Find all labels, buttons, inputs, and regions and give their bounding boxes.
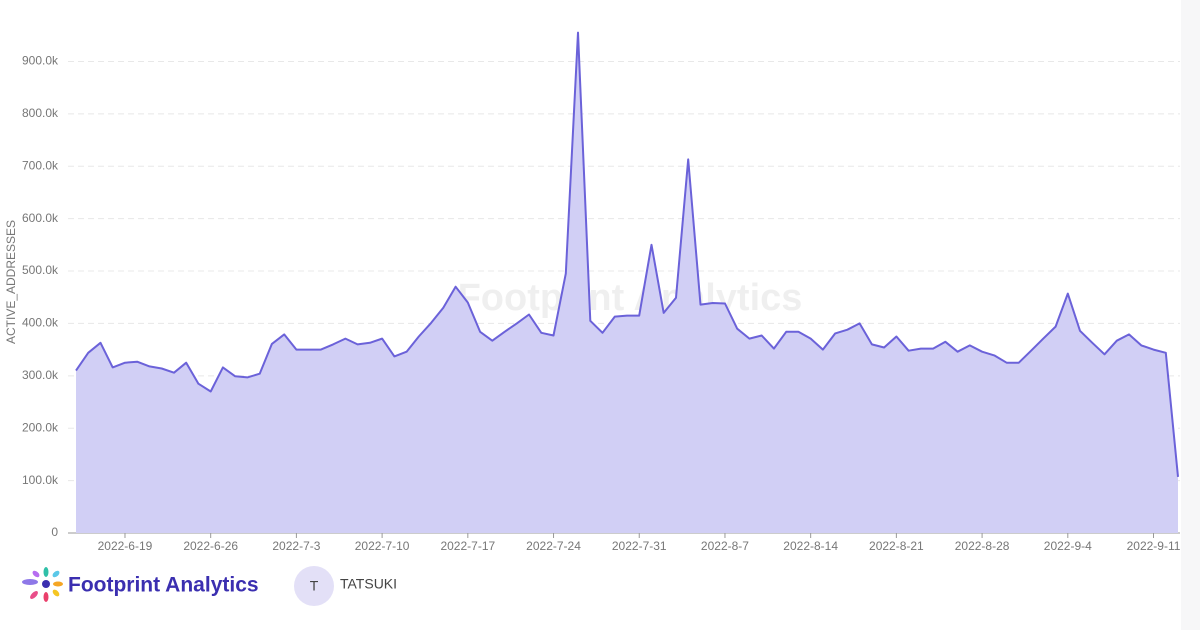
y-tick-label: 800.0k — [22, 106, 59, 120]
x-tick-label: 2022-7-3 — [272, 539, 320, 553]
y-axis-label: ACTIVE_ADDRESSES — [4, 220, 18, 344]
y-tick-label: 100.0k — [22, 473, 59, 487]
x-tick-label: 2022-9-4 — [1044, 539, 1092, 553]
y-tick-label: 500.0k — [22, 263, 59, 277]
x-tick-label: 2022-7-31 — [612, 539, 667, 553]
x-tick-label: 2022-7-24 — [526, 539, 581, 553]
y-tick-label: 900.0k — [22, 54, 59, 68]
x-tick-label: 2022-8-14 — [783, 539, 838, 553]
scrollbar-track — [1181, 0, 1200, 630]
watermark: Footprint Analytics — [458, 277, 803, 319]
avatar — [294, 566, 334, 606]
y-tick-label: 700.0k — [22, 158, 59, 172]
user-name: TATSUKI — [340, 576, 397, 592]
x-tick-label: 2022-8-28 — [955, 539, 1010, 553]
x-tick-label: 2022-8-7 — [701, 539, 749, 553]
logo — [22, 567, 63, 602]
x-tick-label: 2022-8-21 — [869, 539, 924, 553]
y-tick-label: 400.0k — [22, 316, 59, 330]
plot: Footprint Analytics 0 100.0k 200.0k 300.0k 40… — [22, 31, 1181, 553]
avatar-initial: T — [310, 578, 319, 594]
x-tick-label: 2022-7-17 — [440, 539, 495, 553]
brand: Footprint Analytics — [68, 574, 259, 597]
y-tick-label: 600.0k — [22, 211, 59, 225]
x-tick-label: 2022-6-19 — [98, 539, 153, 553]
y-tick-label: 300.0k — [22, 368, 59, 382]
y-tick-label: 200.0k — [22, 420, 59, 434]
line — [75, 31, 1179, 477]
y-tick-label: 0 — [51, 525, 58, 539]
x-tick-label: 2022-7-10 — [355, 539, 410, 553]
area — [76, 32, 1178, 533]
x-tick-label: 2022-9-11 — [1127, 539, 1181, 553]
x-tick-label: 2022-6-26 — [183, 539, 238, 553]
